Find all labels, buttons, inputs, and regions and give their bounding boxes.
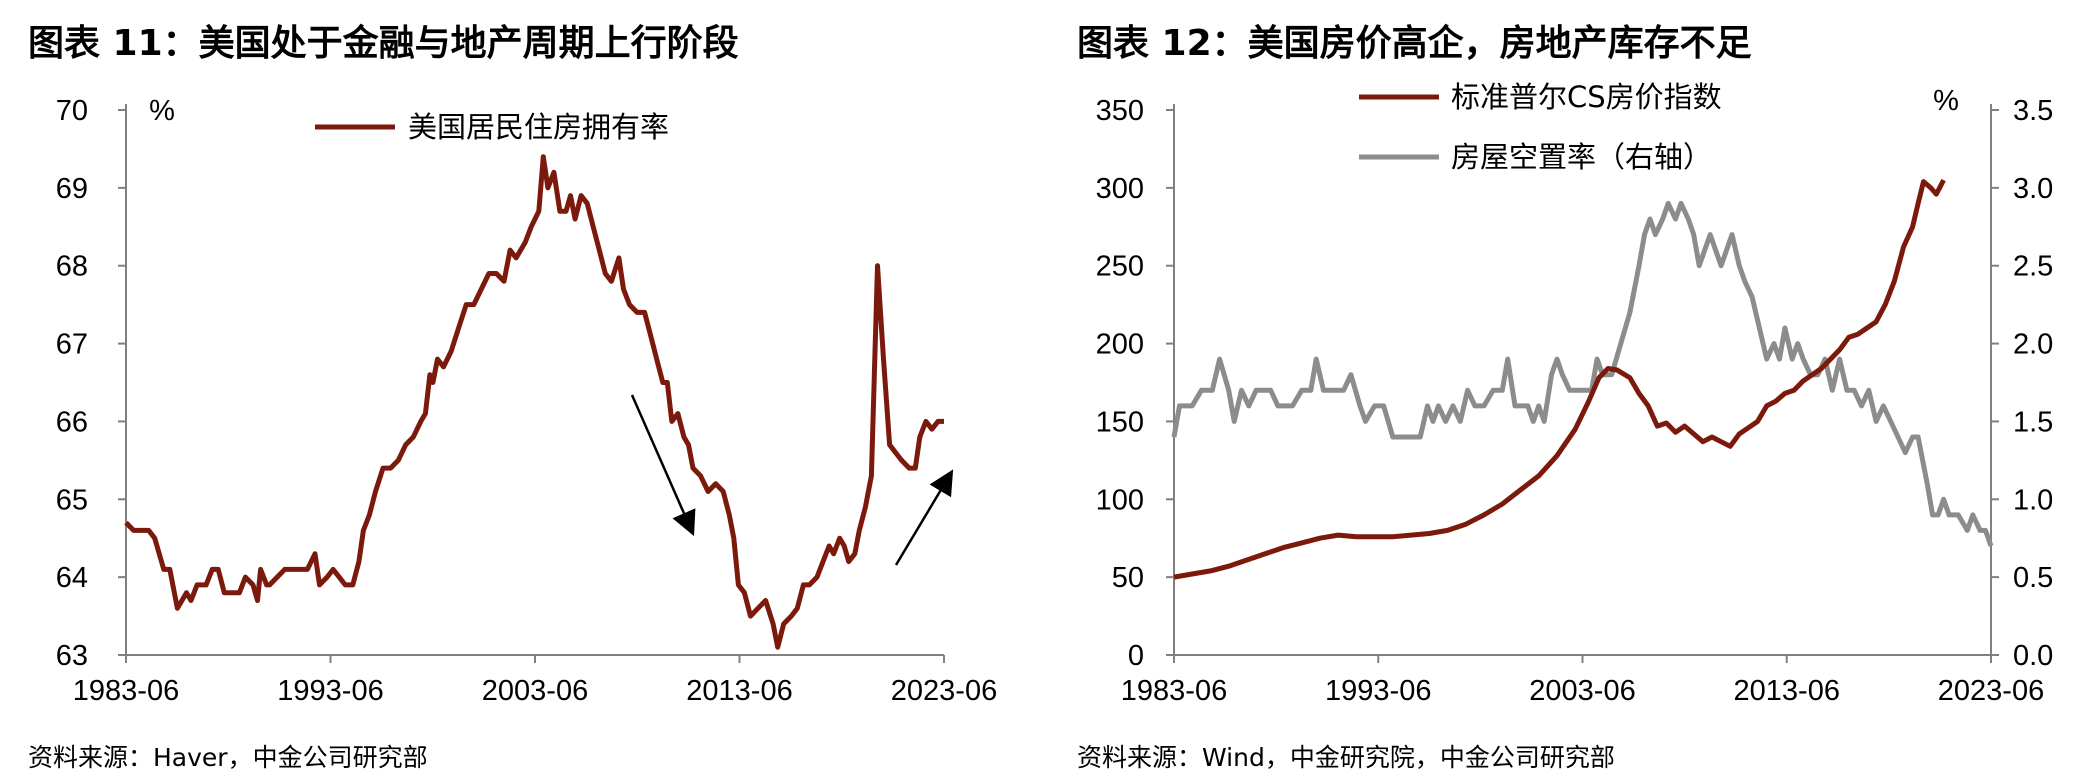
- house-price-vacancy-chart: 0 50 100 150 200 250 300 350 0.0 0.5 1.0 1.5 2.0 2.5 3…: [1096, 80, 2054, 707]
- y-tick-label: 65: [56, 484, 88, 516]
- y-unit-label-right: %: [1933, 85, 1959, 117]
- y-tick-label-left: 100: [1096, 484, 1144, 516]
- x-tick-label: 1983-06: [73, 675, 179, 707]
- y-tick-label-left: 50: [1112, 562, 1144, 594]
- y-unit-label: %: [149, 95, 175, 127]
- y-tick-label: 66: [56, 406, 88, 438]
- x-tick-label: 1993-06: [1325, 675, 1431, 707]
- y-tick-label-right: 3.5: [2013, 95, 2053, 127]
- y-tick-label-right: 2.5: [2013, 251, 2053, 283]
- y-tick-label: 64: [56, 562, 88, 594]
- y-tick-label-right: 2.0: [2013, 329, 2053, 361]
- y-tick-label-left: 250: [1096, 251, 1144, 283]
- homeownership-chart: 63 64 65 66 67 68 69 70 1983-06 1993-06 2003-06 201…: [56, 95, 997, 707]
- y-tick-label: 69: [56, 173, 88, 205]
- y-tick-label-left: 350: [1096, 95, 1144, 127]
- x-tick-label: 2023-06: [891, 675, 997, 707]
- y-tick-label-right: 1.5: [2013, 406, 2053, 438]
- y-tick-label: 67: [56, 329, 88, 361]
- down-arrow-annotation: [630, 394, 696, 537]
- series-line-vacancy-rate: [1171, 200, 1994, 547]
- y-tick-label-left: 300: [1096, 173, 1144, 205]
- x-tick-label: 1983-06: [1121, 675, 1227, 707]
- x-tick-label: 2003-06: [482, 675, 588, 707]
- legend-label-case-shiller: 标准普尔CS房价指数: [1451, 80, 1722, 114]
- x-tick-label: 1993-06: [277, 675, 383, 707]
- chart-source: 资料来源：Haver，中金公司研究部: [28, 743, 428, 772]
- y-tick-label-left: 150: [1096, 406, 1144, 438]
- x-tick-label: 2023-06: [1938, 675, 2044, 707]
- chart-panel-house-price: 图表 12：美国房价高企，房地产库存不足 0 50 100 150 200 250 300 3…: [1043, 0, 2086, 784]
- y-tick-label-right: 1.0: [2013, 484, 2053, 516]
- legend-label: 美国居民住房拥有率: [408, 110, 669, 144]
- y-tick-label-right: 0.0: [2013, 640, 2053, 672]
- x-tick-label: 2013-06: [686, 675, 792, 707]
- chart-source: 资料来源：Wind，中金研究院，中金公司研究部: [1077, 743, 1615, 772]
- y-tick-label: 68: [56, 251, 88, 283]
- x-tick-label: 2013-06: [1734, 675, 1840, 707]
- series-line-case-shiller-index: [1173, 178, 1946, 580]
- chart-title: 图表 11：美国处于金融与地产周期上行阶段: [28, 23, 739, 64]
- x-tick-label: 2003-06: [1529, 675, 1635, 707]
- y-tick-label: 63: [56, 640, 88, 672]
- series-line-homeownership-rate: [124, 154, 944, 650]
- y-tick-label-right: 0.5: [2013, 562, 2053, 594]
- y-tick-label: 70: [56, 95, 88, 127]
- y-tick-label-left: 200: [1096, 329, 1144, 361]
- y-tick-label-left: 0: [1128, 640, 1144, 672]
- up-arrow-annotation: [894, 469, 954, 566]
- chart-panel-homeownership: 图表 11：美国处于金融与地产周期上行阶段 63 64 65 66 67 68 69 70 19…: [28, 23, 997, 772]
- chart-title: 图表 12：美国房价高企，房地产库存不足: [1077, 23, 1752, 64]
- legend-label-vacancy: 房屋空置率（右轴）: [1451, 140, 1712, 174]
- y-tick-label-right: 3.0: [2013, 173, 2053, 205]
